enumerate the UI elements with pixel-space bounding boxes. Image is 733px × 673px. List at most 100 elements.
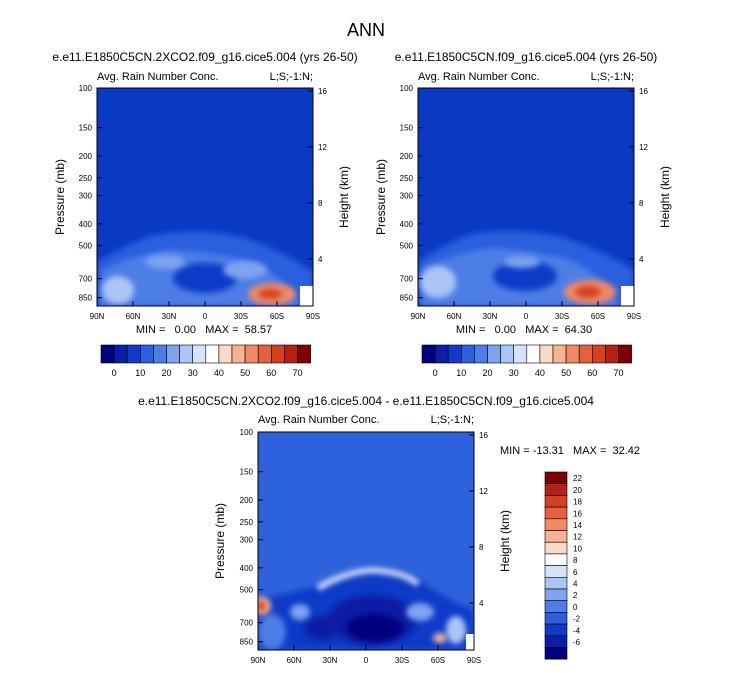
y-tick-label: 100 [79,84,93,93]
x-tick-label: 90N [251,656,266,665]
x-tick-label: 60N [126,312,141,321]
colorbar-box [544,576,568,590]
y-tick-label: 700 [240,619,254,628]
colorbar-label: 20 [161,368,171,378]
colorbar-box [544,612,568,625]
colorbar-label: 70 [292,368,302,378]
y-axis-label-right: Height (km) [337,166,351,228]
y-tick-label: 300 [79,192,93,201]
colorbar-label: 18 [573,498,582,507]
y-axis-label: Pressure (mb) [213,503,227,579]
colorbar-label: 60 [266,368,276,378]
x-tick-label: 30N [162,312,177,321]
y-tick-label-right: 8 [479,543,484,552]
blue-core [347,614,403,642]
colorbar-box [552,344,567,364]
colorbar-box [544,647,568,660]
terrain-mask [466,634,474,650]
colorbar-box [113,344,128,364]
colorbar-label: -4 [573,626,581,635]
x-tick-label: 90N [411,312,426,321]
colorbar-label: 10 [456,368,466,378]
x-tick-label: 60S [431,656,445,665]
colorbar-label: 20 [482,368,492,378]
colorbar-box [192,344,207,364]
y-axis-label: Pressure (mb) [53,159,67,235]
y-tick-label: 200 [400,152,414,161]
colorbar-box [605,344,619,364]
colorbar-box [544,541,568,555]
colorbar-box [591,344,606,364]
y-tick-label: 700 [400,275,414,284]
y-tick-label: 150 [240,468,254,477]
y-tick-label-right: 8 [639,199,644,208]
x-tick-label: 0 [203,312,208,321]
colorbar-box [270,344,285,364]
colorbar-box [460,344,475,364]
min-max-stats: MIN = -13.31 MAX = 32.42 [500,445,640,457]
maximum-cell [258,289,282,299]
panel-control: e.e11.E1850C5CN.f09_g16.cice5.004 (yrs 2… [374,50,672,336]
blue-core [304,616,340,640]
colorbar-box [544,635,568,648]
y-tick-label: 300 [240,536,254,545]
x-ticks: 90N 60N 30N 0 30S 60S 90S [411,301,641,321]
y-tick-label: 250 [240,518,254,527]
y-tick-label: 500 [240,586,254,595]
colorbar-box [544,483,568,496]
y-ticks-left: 100 150 200 250 300 400 500 700 850 [79,84,102,303]
colorbar-box [140,344,154,364]
y-tick-label-right: 12 [639,143,648,152]
colorbar-box [244,344,259,364]
colorbar-box [100,344,115,364]
colorbar-label: 20 [573,486,582,495]
light-patch [102,276,134,304]
colorbar-box [539,344,554,364]
y-tick-label-right: 16 [639,87,648,96]
y-tick-label: 100 [400,84,414,93]
colorbar-label: 50 [561,368,571,378]
colorbar-box [231,344,246,364]
panel-variable-label: Avg. Rain Number Conc. [97,71,218,83]
heatmap-field [97,88,313,306]
colorbar-box [474,344,488,364]
x-tick-label: 0 [364,656,369,665]
colorbar-label: 50 [240,368,250,378]
colorbar-box [526,344,541,364]
y-ticks-right: 16 12 8 4 [469,431,488,608]
light-patch [504,256,540,268]
colorbar-label: 12 [573,533,582,542]
colorbar-label: 30 [509,368,519,378]
y-ticks-right: 16 12 8 4 [308,87,327,264]
x-tick-label: 90S [467,656,481,665]
heatmap-field [258,432,474,650]
blue-core [173,263,237,293]
x-tick-label: 60S [270,312,284,321]
x-tick-label: 30N [483,312,498,321]
y-axis-label-right: Height (km) [498,510,512,572]
x-tick-label: 60N [447,312,462,321]
y-tick-label-right: 4 [639,255,644,264]
colorbar-box [500,344,515,364]
terrain-mask [300,286,313,306]
x-tick-label: 90S [306,312,320,321]
light-patch [290,604,310,620]
colorbar-left: 0 10 20 30 40 50 60 70 [100,344,311,378]
y-axis-label: Pressure (mb) [374,159,388,235]
y-tick-label: 250 [79,174,93,183]
colorbar-box [205,344,220,364]
y-tick-label-right: 4 [479,599,484,608]
y-tick-label: 400 [79,220,93,229]
light-patch [258,614,286,650]
panel-corner-label: L;S;-1:N; [431,414,474,426]
y-tick-label: 500 [400,242,414,251]
panel-variable-label: Avg. Rain Number Conc. [258,414,379,426]
colorbar-label: -2 [573,615,581,624]
x-tick-label: 30S [234,312,248,321]
colorbar-label: 10 [573,544,582,553]
colorbar-box [218,344,233,364]
heatmap-field [418,88,634,306]
y-tick-label-right: 16 [479,431,488,440]
